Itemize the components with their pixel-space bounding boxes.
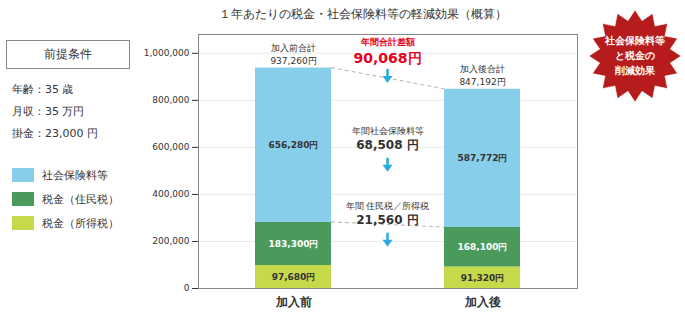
svg-text:937,260円: 937,260円 [270, 56, 316, 66]
svg-text:90,068円: 90,068円 [353, 50, 421, 66]
svg-text:社会保険料等: 社会保険料等 [604, 35, 665, 46]
svg-text:加入後合計: 加入後合計 [460, 64, 505, 74]
html-text:前提条件: 前提条件 [44, 47, 92, 61]
svg-text:削減効果: 削減効果 [614, 65, 656, 76]
svg-text:200,000: 200,000 [152, 236, 189, 246]
html-text:掛金：23,000 円: 掛金：23,000 円 [12, 127, 98, 140]
svg-text:0: 0 [184, 283, 190, 293]
svg-text:97,680円: 97,680円 [272, 272, 316, 282]
html-text:税金（住民税）: 税金（住民税） [42, 192, 119, 206]
svg-text:1,000,000: 1,000,000 [144, 48, 190, 58]
svg-text:21,560 円: 21,560 円 [356, 213, 418, 227]
svg-text:年間 住民税／所得税: 年間 住民税／所得税 [346, 201, 430, 211]
svg-text:加入後: 加入後 [464, 295, 501, 309]
svg-text:年間合計差額: 年間合計差額 [360, 37, 415, 47]
html-text:１年あたりの税金・社会保険料等の軽減効果（概算）: １年あたりの税金・社会保険料等の軽減効果（概算） [218, 7, 507, 21]
svg-text:加入前: 加入前 [275, 295, 312, 309]
svg-text:400,000: 400,000 [152, 189, 189, 199]
html-text:社会保険料等: 社会保険料等 [42, 168, 108, 182]
svg-text:600,000: 600,000 [152, 142, 189, 152]
html-text:年齢：35 歳: 年齢：35 歳 [12, 83, 74, 96]
svg-text:183,300円: 183,300円 [269, 239, 319, 249]
svg-text:年間社会保険料等: 年間社会保険料等 [352, 126, 424, 136]
svg-text:68,508 円: 68,508 円 [356, 138, 418, 152]
html-text:税金（所得税）: 税金（所得税） [42, 216, 119, 230]
svg-text:と税金の: と税金の [615, 50, 655, 61]
html-text:月収：35 万円: 月収：35 万円 [12, 105, 85, 118]
svg-text:800,000: 800,000 [152, 95, 189, 105]
svg-text:847,192円: 847,192円 [459, 77, 505, 87]
svg-text:168,100円: 168,100円 [458, 242, 508, 252]
svg-text:587,772円: 587,772円 [458, 153, 508, 163]
svg-text:656,280円: 656,280円 [269, 140, 319, 150]
svg-text:加入前合計: 加入前合計 [271, 43, 316, 53]
svg-text:91,320円: 91,320円 [461, 273, 505, 283]
